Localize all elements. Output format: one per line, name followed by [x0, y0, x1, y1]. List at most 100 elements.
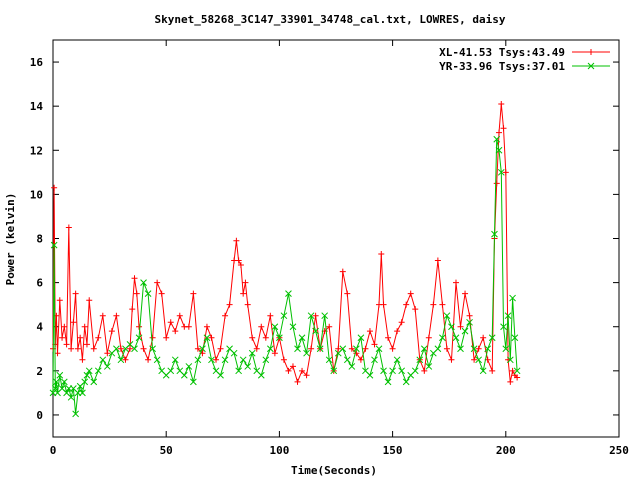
data-point [507, 378, 514, 385]
data-point [389, 367, 396, 375]
data-point [144, 290, 152, 297]
data-point [54, 350, 61, 357]
data-point [140, 279, 147, 286]
series-layer [49, 100, 521, 418]
data-point [83, 371, 91, 379]
y-tick-label: 10 [30, 188, 43, 201]
data-point [233, 237, 240, 244]
data-point [53, 378, 60, 386]
data-point [500, 125, 507, 132]
data-point [50, 241, 58, 249]
data-point [235, 367, 243, 375]
data-point [439, 301, 446, 308]
data-point [498, 100, 505, 107]
data-point [249, 334, 256, 341]
data-point [380, 301, 387, 308]
data-point [190, 378, 197, 386]
data-point [74, 345, 81, 352]
data-point [79, 356, 86, 363]
data-point [154, 279, 161, 286]
y-axis-label: Power (kelvin) [4, 193, 17, 286]
data-point [470, 345, 478, 353]
data-point [343, 356, 351, 364]
data-point [353, 345, 360, 353]
data-point [303, 372, 310, 379]
data-point [497, 168, 505, 176]
data-point [122, 356, 129, 363]
data-point [448, 323, 455, 331]
y-tick-label: 14 [30, 100, 44, 113]
data-point [117, 345, 124, 352]
x-tick-label: 150 [383, 444, 403, 457]
data-point [86, 297, 93, 304]
y-tick-label: 12 [30, 144, 43, 157]
data-point [99, 356, 107, 364]
data-point [489, 367, 496, 374]
x-tick-label: 100 [269, 444, 289, 457]
data-point [457, 345, 464, 353]
data-point [167, 319, 174, 326]
data-point [457, 323, 464, 330]
data-point [67, 393, 75, 401]
data-point [298, 334, 306, 342]
data-point [412, 306, 419, 313]
data-point [407, 290, 414, 297]
data-point [411, 367, 419, 375]
legend-entry-label: YR-33.96 Tsys:37.01 [439, 60, 565, 73]
data-point [77, 334, 84, 341]
data-point [480, 334, 487, 341]
data-point [185, 323, 192, 330]
data-point [511, 334, 519, 342]
data-point [466, 312, 473, 319]
data-point [513, 367, 521, 375]
data-point [493, 135, 501, 143]
data-point [242, 279, 249, 286]
data-point [285, 367, 292, 374]
data-point [307, 312, 315, 320]
data-point [312, 312, 319, 319]
data-point [393, 356, 401, 364]
data-point [226, 301, 233, 308]
data-point [366, 328, 373, 335]
data-point [496, 129, 503, 136]
data-point [81, 323, 88, 330]
data-point [439, 334, 446, 342]
data-point [70, 319, 77, 326]
data-point [362, 345, 369, 352]
data-point [421, 367, 428, 374]
x-tick-label: 250 [609, 444, 629, 457]
data-point [398, 319, 405, 326]
data-point [389, 345, 396, 352]
data-point [271, 350, 278, 357]
data-point [213, 356, 220, 363]
y-tick-label: 6 [36, 277, 43, 290]
data-point [289, 363, 296, 370]
data-point [371, 356, 378, 364]
data-point [348, 345, 355, 352]
data-point [257, 371, 265, 379]
data-point [312, 327, 319, 335]
legend-entry-marker [587, 62, 595, 70]
series-0 [50, 100, 521, 385]
data-point [434, 345, 442, 353]
data-point [461, 327, 469, 335]
data-point [380, 367, 387, 375]
data-point [348, 363, 356, 370]
data-point [217, 371, 224, 379]
data-point [199, 345, 206, 353]
data-point [262, 356, 270, 364]
data-point [504, 312, 512, 320]
data-point [493, 180, 500, 187]
data-point [325, 356, 333, 364]
data-point [51, 184, 58, 191]
data-point [59, 334, 66, 341]
data-point [208, 356, 215, 364]
data-point [208, 334, 215, 341]
data-point [484, 345, 492, 353]
data-point [253, 345, 260, 352]
data-point [90, 378, 98, 386]
data-point [217, 345, 224, 352]
data-point [163, 334, 170, 341]
data-point [94, 367, 102, 375]
